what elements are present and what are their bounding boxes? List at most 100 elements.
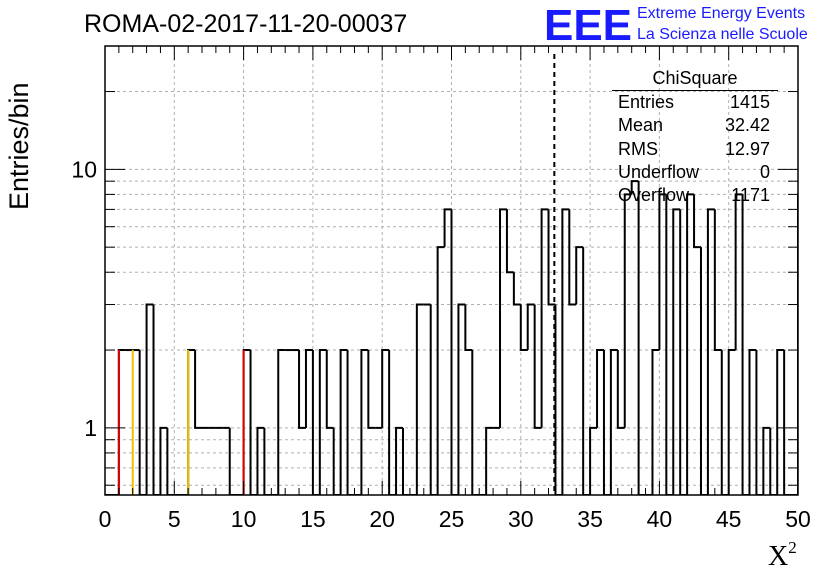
- histogram-bins: [105, 180, 836, 495]
- histogram-bin: [769, 427, 778, 495]
- histogram-bin: [485, 426, 494, 495]
- x-tick-label: 0: [99, 506, 112, 532]
- histogram-bin: [686, 193, 695, 495]
- x-axis-label-superscript: 2: [788, 538, 797, 557]
- histogram-bin: [741, 194, 750, 495]
- histogram-bin: [277, 349, 286, 495]
- stats-row-rms: RMS 12.97: [612, 138, 778, 161]
- x-tick-label: 15: [300, 506, 326, 532]
- histogram-bin: [401, 427, 410, 495]
- histogram-bin: [623, 193, 632, 428]
- histogram-bin: [602, 350, 611, 495]
- histogram-bin: [672, 208, 681, 495]
- histogram-bin: [499, 208, 507, 428]
- histogram-bin: [159, 426, 168, 495]
- histogram-bin: [589, 426, 598, 495]
- histogram-bin: [256, 426, 265, 495]
- x-tick-label: 25: [439, 506, 465, 532]
- histogram-bin: [346, 350, 355, 495]
- histogram-bin: [554, 304, 563, 495]
- histogram-bin: [561, 208, 570, 495]
- x-tick-label: 35: [577, 506, 603, 532]
- histogram-bin: [152, 304, 161, 495]
- histogram-bin: [429, 304, 438, 495]
- histogram-bin: [505, 209, 514, 274]
- histogram-bin: [228, 427, 237, 495]
- stats-row-entries: Entries 1415: [612, 91, 778, 114]
- histogram-bin: [748, 349, 757, 495]
- x-axis-label-symbol: X: [768, 541, 789, 572]
- histogram-bin: [630, 180, 639, 195]
- histogram-bin: [812, 194, 819, 226]
- x-axis-label: X2: [768, 538, 797, 573]
- stats-label: RMS: [618, 138, 658, 159]
- y-tick-label: 1: [84, 415, 97, 441]
- histogram-bin: [547, 209, 556, 306]
- stats-value: 32.42: [724, 115, 770, 136]
- stats-value: 1415: [729, 92, 770, 112]
- stats-label: Mean: [618, 115, 664, 136]
- histogram-bin: [568, 209, 577, 306]
- histogram-bin: [138, 350, 147, 495]
- stats-label: Overflow: [618, 185, 690, 206]
- histogram-bin: [381, 349, 390, 428]
- histogram-bin: [699, 247, 708, 495]
- y-axis-label: Entries/bin: [4, 82, 34, 210]
- histogram-bin: [776, 349, 785, 495]
- histogram-bin: [826, 350, 833, 495]
- histogram-bin: [540, 208, 549, 428]
- stats-label: Entries: [618, 92, 675, 112]
- histogram-bin: [367, 350, 376, 429]
- histogram-bin: [395, 426, 403, 495]
- histogram-bin: [651, 349, 660, 495]
- histogram-bin: [658, 193, 667, 351]
- histogram-bin: [415, 303, 424, 495]
- histogram-bin: [325, 350, 334, 429]
- histogram-bin: [609, 349, 618, 495]
- stats-value: 0: [759, 161, 770, 182]
- x-tick-label: 5: [168, 506, 181, 532]
- histogram-bin: [805, 194, 812, 226]
- histogram-bin: [436, 246, 445, 495]
- stats-row-overflow: Overflow 1171: [612, 184, 778, 207]
- chart-title: ROMA-02-2017-11-20-00037: [84, 10, 408, 38]
- x-tick-label: 50: [785, 506, 811, 532]
- logo-line-2: La Scienza nelle Scuole: [637, 26, 808, 43]
- histogram-bin: [304, 349, 313, 428]
- histogram-bin: [783, 350, 792, 495]
- histogram-bin: [471, 350, 480, 495]
- histogram-bin: [665, 194, 674, 495]
- y-tick-label: 10: [71, 156, 97, 182]
- histogram-bin: [249, 350, 258, 495]
- histogram-bin: [734, 193, 743, 351]
- histogram-bin: [755, 350, 764, 495]
- histogram-bin: [388, 350, 397, 495]
- stats-box: ChiSquare Entries 1415 Mean 32.42 RMS 12.97…: [612, 66, 778, 207]
- x-tick-label: 20: [369, 506, 395, 532]
- histogram-bin: [194, 350, 203, 429]
- histogram-bin: [145, 303, 154, 495]
- histogram-bin: [512, 272, 521, 306]
- histogram-bin: [533, 304, 542, 429]
- stats-title: ChiSquare: [612, 66, 778, 91]
- stats-value: 1171: [731, 185, 770, 206]
- histogram-bin: [596, 349, 604, 428]
- histogram-bin: [360, 349, 369, 495]
- eee-logo: EEE: [544, 2, 632, 42]
- histogram-bin: [582, 247, 591, 495]
- x-tick-label: 10: [231, 506, 257, 532]
- histogram-bin: [637, 181, 646, 495]
- histogram-bin: [311, 350, 320, 495]
- histogram-bin: [318, 349, 327, 495]
- histogram-bin: [762, 426, 771, 495]
- histogram-bin: [833, 350, 836, 495]
- eee-logo-text: Extreme Energy Events La Scienza nelle S…: [637, 3, 808, 45]
- histogram-bin: [616, 350, 625, 429]
- histogram-bin: [819, 194, 826, 350]
- histogram-bin: [443, 208, 452, 248]
- x-tick-label: 45: [716, 506, 742, 532]
- histogram-bin: [693, 194, 701, 249]
- histogram-bin: [464, 304, 473, 352]
- histogram-bin: [713, 209, 722, 352]
